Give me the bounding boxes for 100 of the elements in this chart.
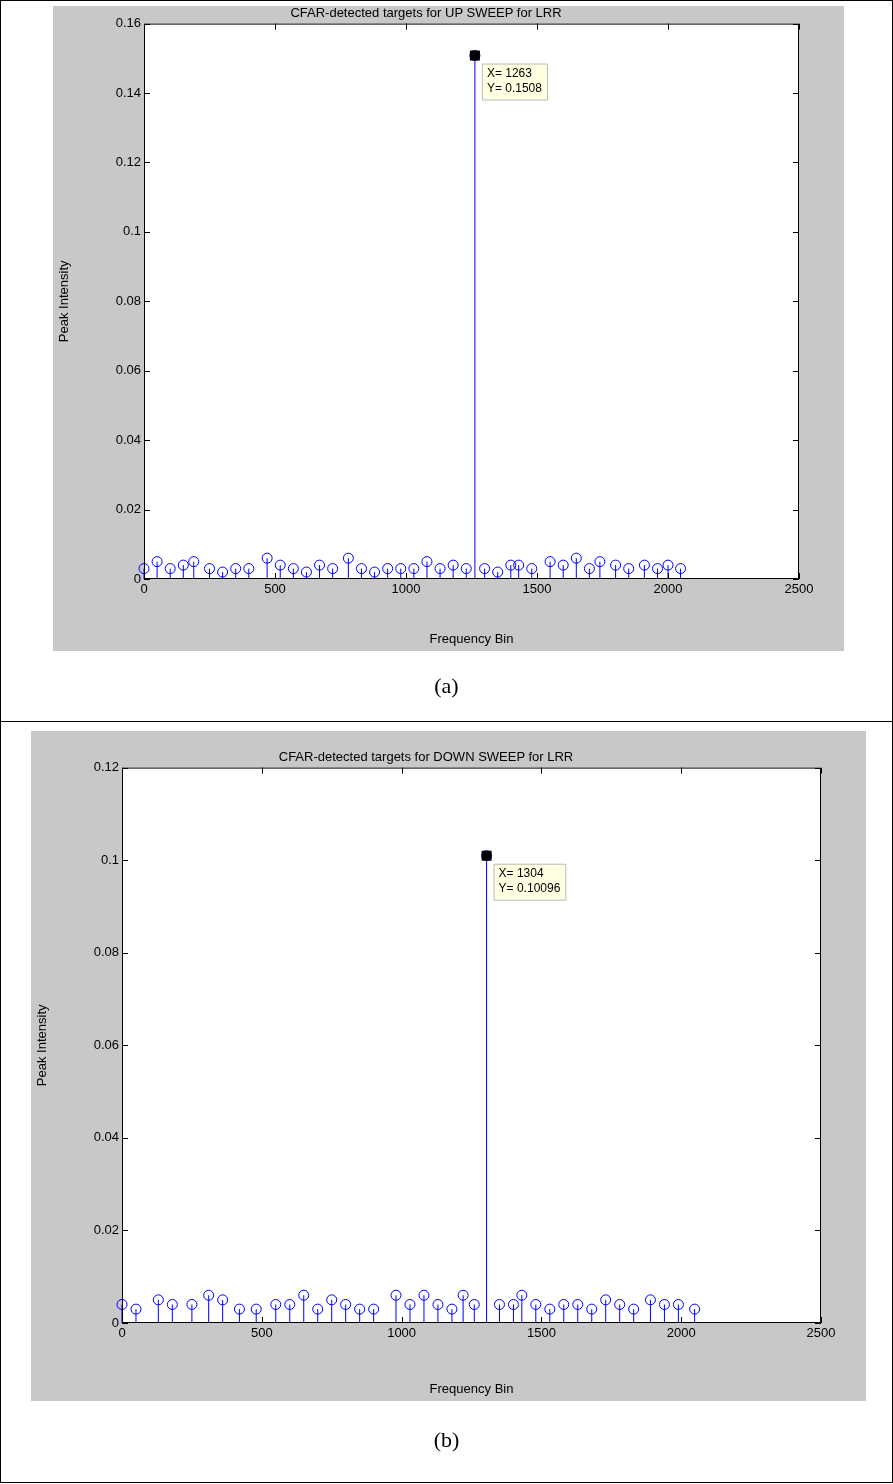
y-tick-label: 0.12 <box>93 759 119 775</box>
point <box>421 556 433 568</box>
point <box>513 559 525 571</box>
point <box>628 1303 640 1315</box>
point <box>460 563 472 575</box>
point <box>558 1298 570 1310</box>
point <box>675 563 687 575</box>
y-tick-label: 0.06 <box>93 1036 119 1052</box>
point <box>230 563 242 575</box>
x-tick-label: 1500 <box>526 1325 556 1341</box>
point <box>544 556 556 568</box>
point <box>408 563 420 575</box>
point <box>326 1294 338 1306</box>
y-tick-label: 0 <box>111 1314 119 1330</box>
y-tick-label: 0.14 <box>115 84 141 100</box>
point <box>250 1303 262 1315</box>
y-tick-label: 0.06 <box>115 362 141 378</box>
x-tick-label: 2000 <box>666 1325 696 1341</box>
point <box>233 1303 245 1315</box>
x-axis-title: Frequency Bin <box>429 630 514 646</box>
chart-title: CFAR-detected targets for UP SWEEP for LRR <box>290 5 562 21</box>
point <box>300 566 312 578</box>
point <box>166 1298 178 1310</box>
text: (b) <box>432 1427 461 1453</box>
annotation: X= 1263 Y= 0.1508 <box>486 65 543 95</box>
point <box>217 566 229 578</box>
point <box>526 563 538 575</box>
y-tick-label: 0.12 <box>115 154 141 170</box>
x-axis-title: Frequency Bin <box>429 1380 514 1396</box>
point <box>164 563 176 575</box>
point <box>177 559 189 571</box>
point <box>368 1303 380 1315</box>
x-tick-label: 2500 <box>784 581 814 597</box>
point <box>492 566 504 578</box>
point <box>672 1298 684 1310</box>
point <box>404 1298 416 1310</box>
point <box>530 1298 542 1310</box>
point <box>446 1303 458 1315</box>
point <box>689 1303 701 1315</box>
x-tick-label: 1000 <box>387 1325 417 1341</box>
y-tick-label: 0.08 <box>93 944 119 960</box>
point <box>457 1289 469 1301</box>
point <box>342 552 354 564</box>
point <box>572 1298 584 1310</box>
y-axis-title: Peak Intensity <box>34 1003 50 1087</box>
point <box>188 556 200 568</box>
y-tick-label: 0 <box>133 570 141 586</box>
x-tick-label: 1000 <box>391 581 421 597</box>
point <box>354 1303 366 1315</box>
point <box>610 559 622 571</box>
point <box>434 563 446 575</box>
point <box>544 1303 556 1315</box>
point <box>298 1289 310 1301</box>
point <box>644 1294 656 1306</box>
point <box>652 563 664 575</box>
y-tick-label: 0.02 <box>93 1222 119 1238</box>
point <box>186 1298 198 1310</box>
point <box>479 563 491 575</box>
x-tick-label: 500 <box>264 581 286 597</box>
point <box>418 1289 430 1301</box>
point <box>390 1289 402 1301</box>
point <box>662 559 674 571</box>
y-tick-label: 0.16 <box>115 15 141 31</box>
point <box>274 559 286 571</box>
point <box>382 563 394 575</box>
point <box>327 563 339 575</box>
point <box>623 563 635 575</box>
point <box>355 563 367 575</box>
point <box>638 559 650 571</box>
point <box>586 1303 598 1315</box>
annotation: X= 1304 Y= 0.10096 <box>498 866 561 896</box>
y-tick-label: 0.04 <box>93 1129 119 1145</box>
point <box>151 556 163 568</box>
point <box>507 1298 519 1310</box>
point <box>583 563 595 575</box>
point <box>600 1294 612 1306</box>
point <box>340 1298 352 1310</box>
point <box>204 563 215 575</box>
point <box>130 1303 142 1315</box>
point <box>312 1303 324 1315</box>
point <box>138 563 150 575</box>
chart-title: CFAR-detected targets for DOWN SWEEP for LRR <box>278 749 574 765</box>
point <box>594 556 606 568</box>
point <box>614 1298 626 1310</box>
point <box>557 559 569 571</box>
point <box>369 566 381 578</box>
point <box>505 559 517 571</box>
y-axis-title: Peak Intensity <box>56 259 72 343</box>
point <box>116 1298 128 1310</box>
point <box>468 1298 480 1310</box>
point <box>314 559 326 571</box>
point <box>516 1289 528 1301</box>
point <box>570 552 582 564</box>
point <box>270 1298 282 1310</box>
point <box>152 1294 164 1306</box>
y-tick-label: 0.1 <box>100 851 119 867</box>
y-tick-label: 0.04 <box>115 431 141 447</box>
y-tick-label: 0.1 <box>122 223 141 239</box>
point <box>395 563 407 575</box>
point <box>658 1298 670 1310</box>
